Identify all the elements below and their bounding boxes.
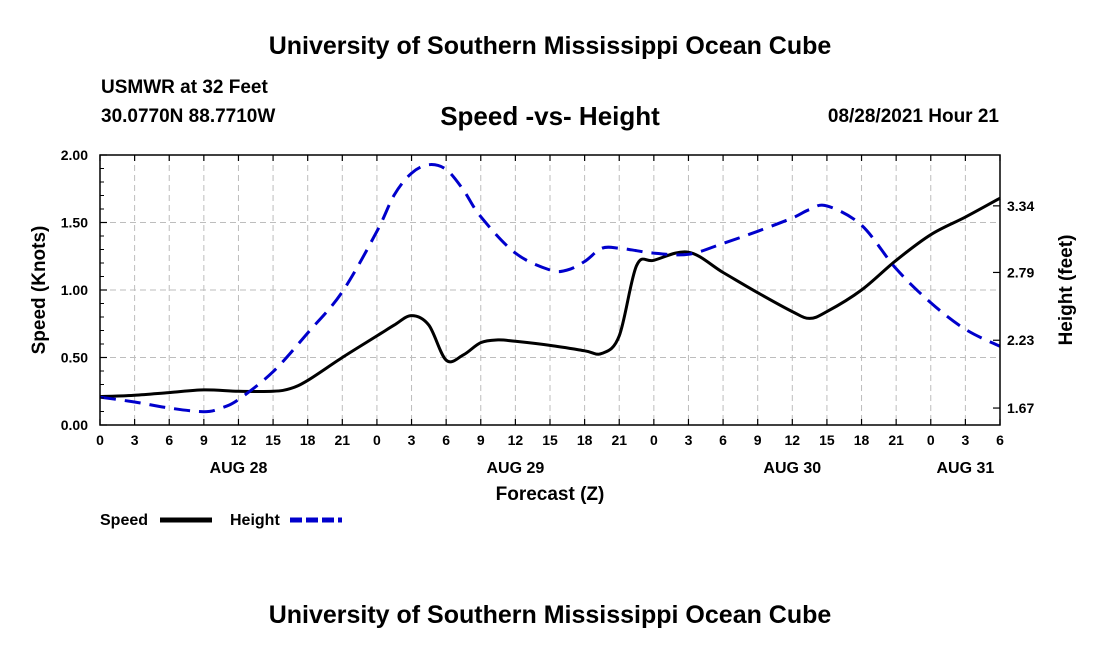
x-tick-label: 3 (685, 432, 693, 448)
x-tick-label: 6 (719, 432, 727, 448)
series-line-height (99, 163, 1001, 414)
x-tick-label: 0 (373, 432, 381, 448)
x-tick-label: 21 (888, 432, 904, 448)
date-label: AUG 30 (763, 460, 821, 477)
x-tick-label: 15 (542, 432, 558, 448)
x-tick-label: 9 (200, 432, 208, 448)
x-tick-label: 3 (131, 432, 139, 448)
x-tick-label: 0 (96, 432, 104, 448)
legend: Speed Height (100, 512, 342, 529)
y2-tick-label: 2.23 (1007, 332, 1034, 348)
y2-axis-title: Height (feet) (1056, 235, 1077, 346)
x-tick-label: 12 (785, 432, 801, 448)
station-label: USMWR at 32 Feet (101, 77, 268, 98)
axes: 0 3 6 9 12 15 18 21 0 3 6 9 12 15 18 21 0 3 6 9 12 15 18 21 0 3 6A… (29, 147, 1077, 505)
x-tick-label: 3 (408, 432, 416, 448)
y2-tick-label: 3.34 (1007, 198, 1034, 214)
y-tick-label: 1.00 (61, 282, 88, 298)
x-tick-label: 18 (854, 432, 870, 448)
station-coordinates: 30.0770N 88.7710W (101, 106, 276, 127)
x-tick-label: 3 (961, 432, 969, 448)
series-line-speed (99, 196, 1001, 399)
x-tick-label: 6 (165, 432, 173, 448)
date-label: AUG 28 (210, 460, 268, 477)
legend-label-speed: Speed (100, 512, 148, 529)
x-tick-label: 21 (335, 432, 351, 448)
y-tick-label: 0.50 (61, 350, 88, 366)
x-tick-label: 9 (477, 432, 485, 448)
forecast-datetime: 08/28/2021 Hour 21 (827, 106, 999, 127)
grid-lines (100, 155, 1000, 425)
x-tick-label: 18 (577, 432, 593, 448)
x-tick-label: 18 (300, 432, 316, 448)
series-lines (99, 163, 1001, 414)
x-tick-label: 0 (650, 432, 658, 448)
x-tick-label: 0 (927, 432, 935, 448)
y-axis-title: Speed (Knots) (29, 226, 50, 355)
y-tick-label: 0.00 (61, 417, 88, 433)
y-tick-label: 1.50 (61, 215, 88, 231)
x-tick-label: 6 (996, 432, 1004, 448)
x-tick-label: 12 (508, 432, 524, 448)
x-axis-title: Forecast (Z) (496, 484, 605, 505)
date-label: AUG 31 (936, 460, 994, 477)
y-tick-label: 2.00 (61, 147, 88, 163)
x-tick-label: 9 (754, 432, 762, 448)
x-tick-label: 21 (611, 432, 627, 448)
bottom-title: University of Southern Mississippi Ocean… (268, 601, 832, 629)
date-label: AUG 29 (486, 460, 544, 477)
x-tick-label: 6 (442, 432, 450, 448)
x-tick-label: 15 (819, 432, 835, 448)
y2-tick-label: 2.79 (1007, 264, 1034, 280)
top-title: University of Southern Mississippi Ocean… (268, 32, 832, 60)
x-tick-label: 12 (231, 432, 247, 448)
x-tick-label: 15 (265, 432, 281, 448)
chart-title: Speed -vs- Height (440, 101, 660, 131)
legend-label-height: Height (230, 512, 280, 529)
y2-tick-label: 1.67 (1007, 400, 1034, 416)
